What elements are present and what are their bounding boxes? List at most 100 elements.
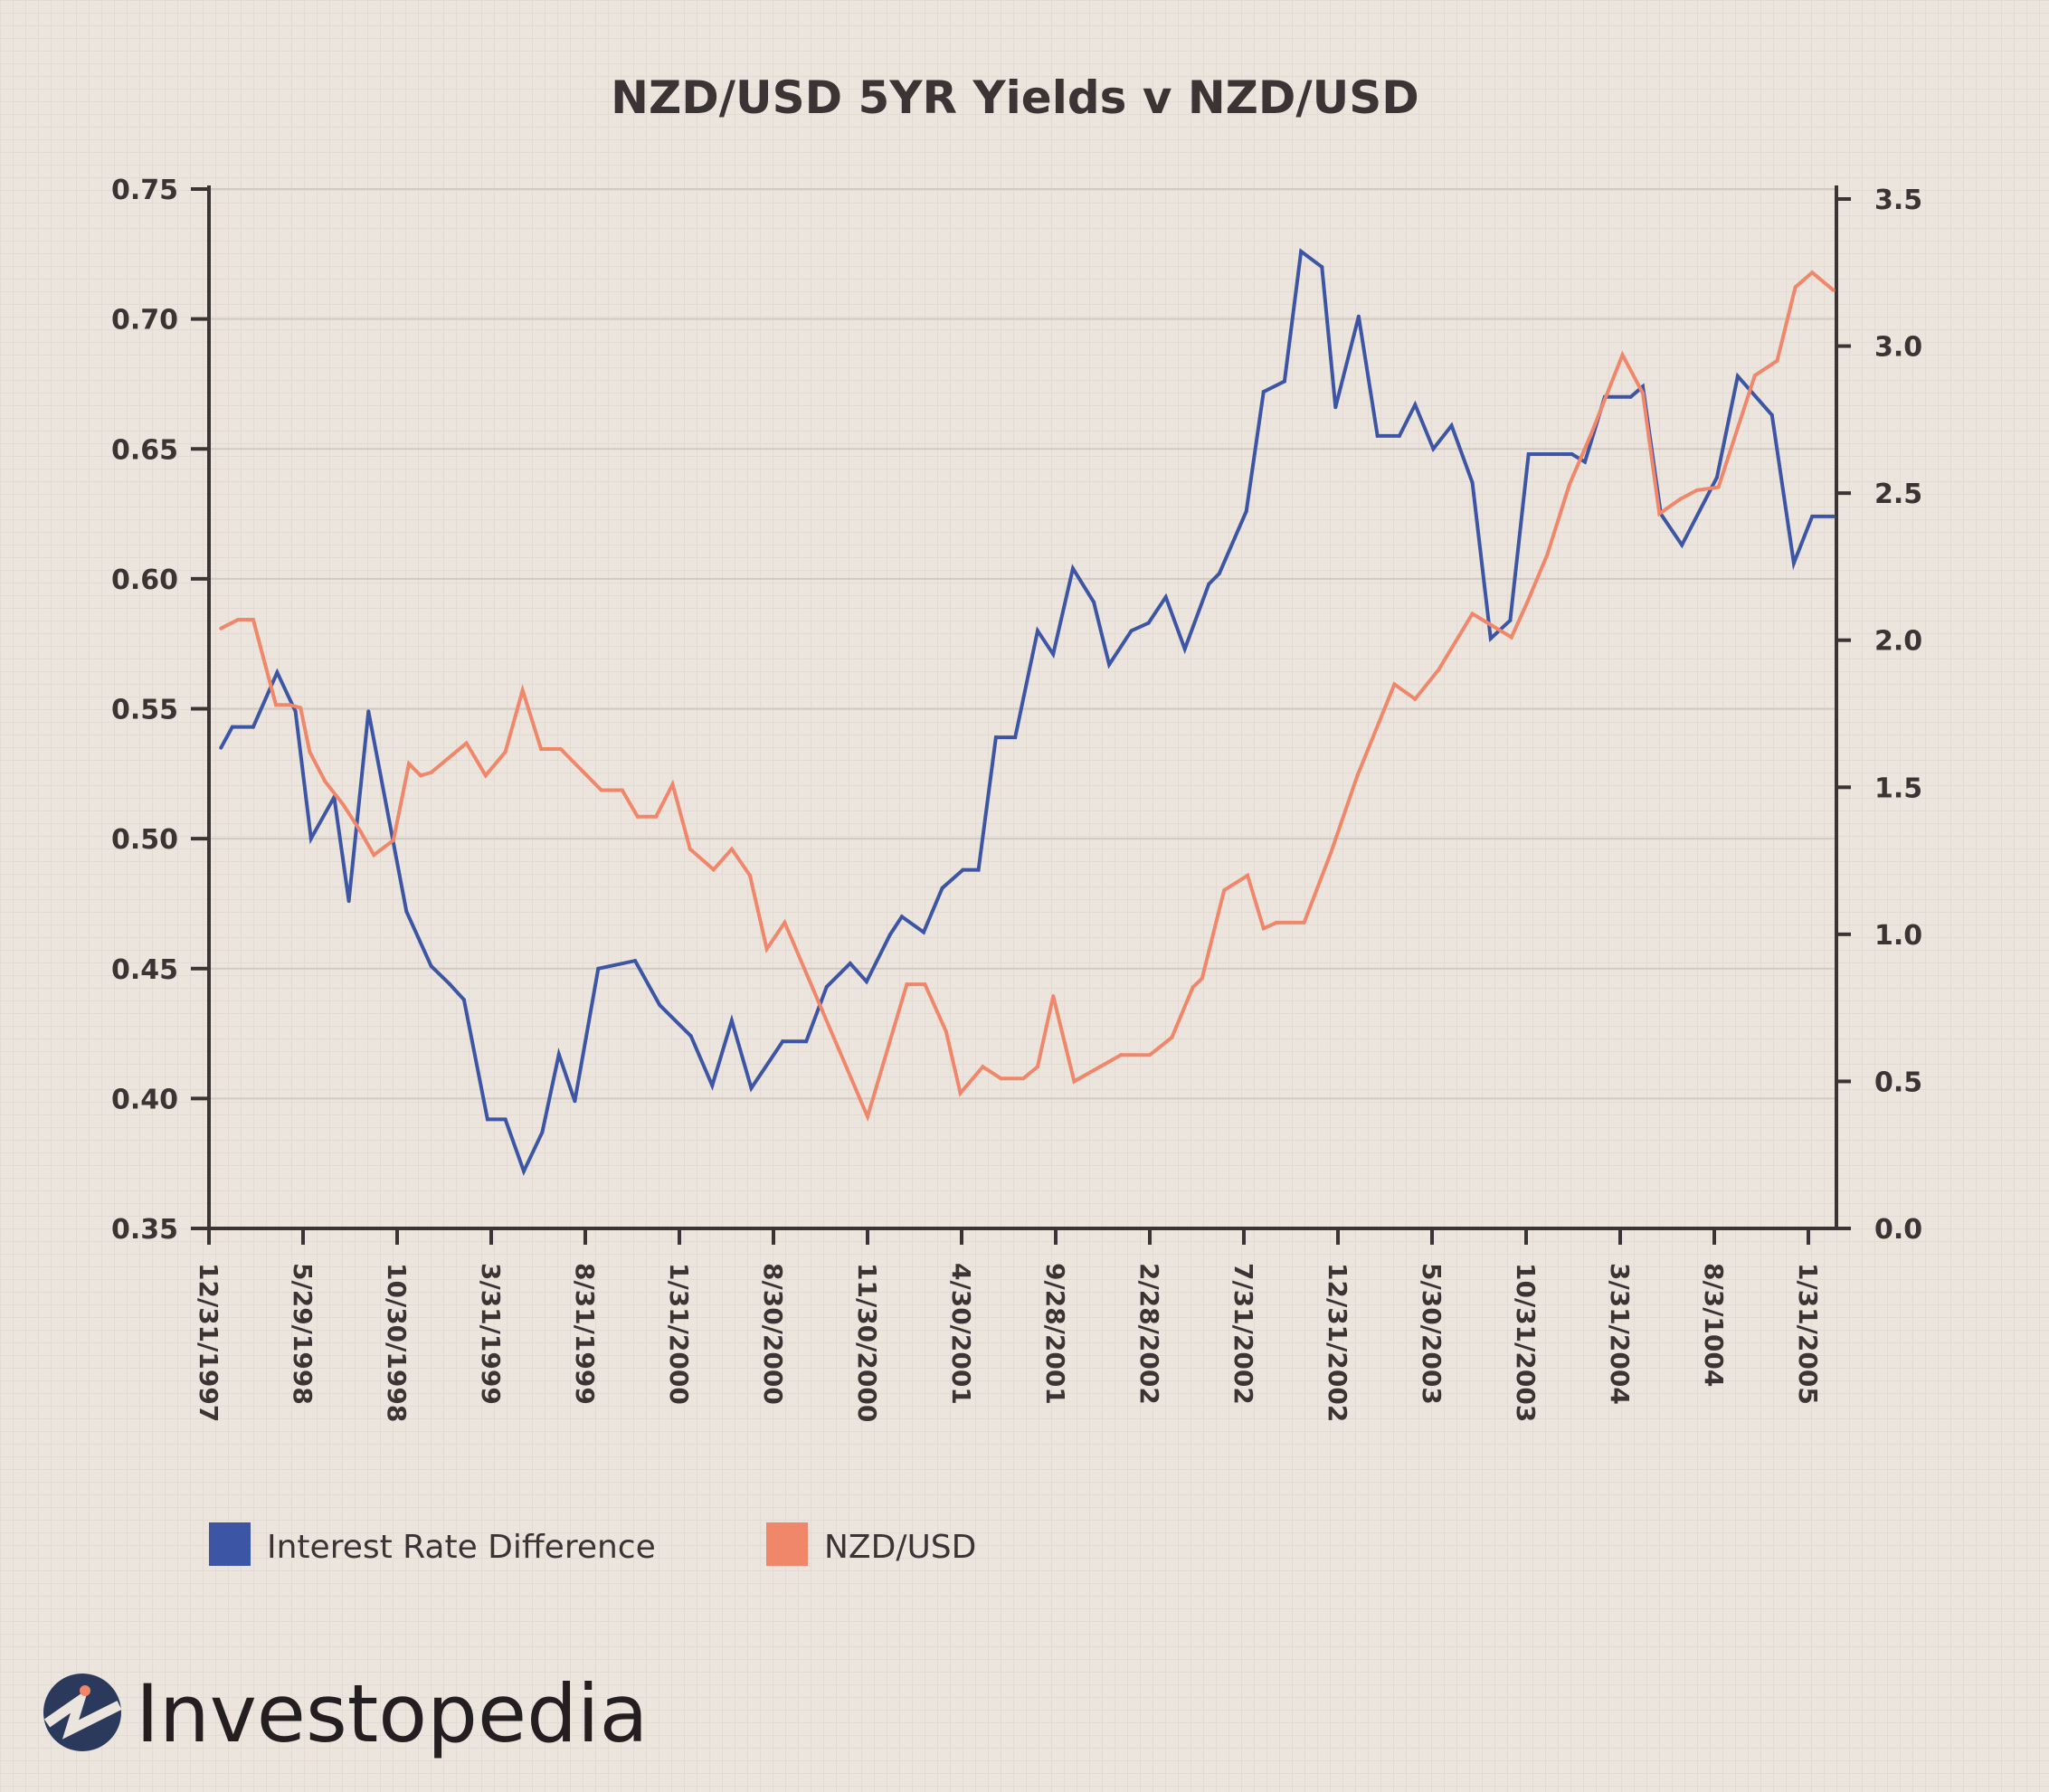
data-point — [448, 981, 452, 986]
y-left-tick-label: 0.60 — [111, 564, 178, 596]
legend-label-interest-rate-difference: Interest Rate Difference — [267, 1529, 656, 1566]
data-point — [1021, 1076, 1026, 1081]
data-point — [976, 868, 981, 872]
data-point — [1329, 849, 1333, 854]
data-point — [1051, 652, 1056, 657]
data-point — [419, 773, 422, 778]
data-point — [729, 1019, 734, 1023]
data-point — [346, 899, 351, 904]
data-point — [1200, 976, 1204, 981]
data-point — [219, 745, 223, 750]
data-point — [1207, 582, 1211, 586]
legend-swatch-interest-rate-difference — [209, 1522, 251, 1566]
data-point — [404, 909, 409, 914]
data-point — [1470, 612, 1475, 616]
series-line-nzd-usd — [220, 270, 1835, 1123]
data-point — [1678, 497, 1683, 501]
y-left-tick-label: 0.65 — [111, 434, 178, 466]
data-point — [341, 802, 346, 807]
data-point — [503, 750, 508, 754]
data-point — [940, 886, 944, 890]
data-point — [921, 930, 925, 934]
data-point — [781, 1039, 785, 1044]
data-point — [620, 788, 624, 792]
data-point — [461, 998, 466, 1002]
data-point — [236, 617, 241, 621]
data-point — [1413, 403, 1418, 407]
data-point — [1628, 394, 1633, 399]
data-point — [1470, 480, 1475, 485]
data-point — [1620, 353, 1625, 357]
legend: Interest Rate Difference NZD/USD — [209, 1522, 976, 1566]
data-point — [1051, 994, 1056, 999]
data-point — [944, 1029, 948, 1034]
data-point — [658, 1002, 662, 1007]
data-point — [1222, 888, 1227, 893]
y-left-tick-label: 0.50 — [111, 824, 178, 856]
data-point — [483, 773, 488, 778]
data-point — [1191, 985, 1195, 990]
data-point — [711, 868, 716, 872]
investopedia-logo: Investopedia — [43, 1667, 648, 1760]
data-point — [558, 747, 563, 752]
data-point — [1355, 773, 1360, 778]
y-right-tick-label: 1.0 — [1874, 920, 1922, 952]
data-point — [251, 725, 255, 729]
x-tick-label: 2/28/2002 — [1134, 1263, 1164, 1405]
x-tick-label: 1/31/2005 — [1793, 1263, 1823, 1405]
data-point — [688, 1034, 693, 1038]
data-point — [1413, 697, 1418, 701]
data-point — [1793, 285, 1798, 289]
data-point — [999, 1076, 1003, 1081]
data-point — [599, 788, 603, 792]
data-point — [1490, 623, 1494, 628]
data-point — [485, 1117, 489, 1122]
data-point — [539, 747, 544, 752]
data-point — [764, 947, 769, 952]
data-point — [273, 703, 278, 707]
data-point — [299, 706, 303, 710]
y-left-tick-label: 0.35 — [111, 1214, 178, 1246]
data-point — [670, 782, 675, 787]
data-point — [905, 982, 909, 987]
y-right-tick-label: 2.0 — [1874, 626, 1922, 658]
data-point — [251, 617, 255, 621]
data-point — [1508, 618, 1513, 622]
data-point — [688, 847, 692, 851]
data-point — [1333, 405, 1338, 410]
x-tick-label: 10/31/2003 — [1511, 1263, 1541, 1422]
data-point — [864, 980, 868, 984]
x-tick-label: 4/30/2001 — [946, 1263, 976, 1405]
data-point — [1431, 447, 1436, 451]
data-point — [1509, 635, 1513, 640]
data-point — [824, 984, 829, 989]
x-tick-label: 5/29/1998 — [288, 1263, 318, 1405]
data-point — [1567, 482, 1571, 487]
y-right-tick-label: 3.5 — [1874, 185, 1922, 216]
data-point — [1570, 451, 1574, 456]
data-point — [804, 1039, 809, 1044]
data-point — [958, 1091, 963, 1095]
data-point — [1244, 509, 1248, 514]
x-tick-label: 3/31/2004 — [1605, 1263, 1635, 1405]
y-right-tick-label: 2.5 — [1874, 479, 1922, 510]
data-point — [288, 703, 292, 707]
data-point — [372, 853, 376, 858]
data-point — [1392, 682, 1397, 687]
x-tick-label: 8/3/1004 — [1699, 1263, 1729, 1387]
y-left-tick-label: 0.75 — [111, 175, 178, 206]
data-point — [429, 771, 433, 775]
data-point — [1449, 423, 1454, 428]
data-point — [1092, 600, 1096, 604]
y-left-tick-label: 0.55 — [111, 695, 178, 726]
data-point — [230, 725, 234, 729]
data-point — [1170, 1035, 1174, 1039]
data-point — [1129, 629, 1134, 633]
data-point — [899, 915, 904, 919]
data-point — [1791, 561, 1796, 565]
data-point — [1488, 636, 1493, 640]
data-point — [635, 814, 640, 819]
data-point — [729, 847, 734, 851]
data-point — [1013, 735, 1018, 740]
data-point — [1217, 572, 1221, 576]
